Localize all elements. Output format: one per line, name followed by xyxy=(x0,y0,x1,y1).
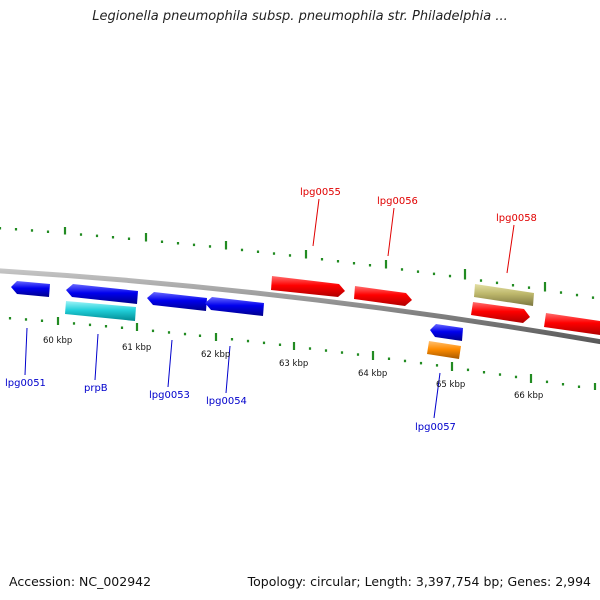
gene-label-lpg0055[interactable]: lpg0055 xyxy=(300,187,341,198)
gene-label-lpg0053[interactable]: lpg0053 xyxy=(149,390,190,401)
gene-label-lpg0051[interactable]: lpg0051 xyxy=(5,378,46,389)
gene-lpg0054[interactable] xyxy=(205,297,264,316)
tick-label-65kbp: 65 kbp xyxy=(436,380,465,390)
gene-label-lpg0058[interactable]: lpg0058 xyxy=(496,213,537,224)
gene-lpg0051[interactable] xyxy=(11,281,50,297)
accession-text: Accession: NC_002942 xyxy=(9,574,152,589)
gene-lpg0057-orange[interactable] xyxy=(427,341,461,359)
gene-label-lpg0057[interactable]: lpg0057 xyxy=(415,422,456,433)
tick-label-66kbp: 66 kbp xyxy=(514,391,543,401)
top-leader-lines xyxy=(312,198,515,274)
bottom-leader-lines xyxy=(24,327,441,419)
gene-label-prpB[interactable]: prpB xyxy=(84,383,108,394)
gene-prpB-rna[interactable] xyxy=(65,301,136,321)
gene-label-lpg0054[interactable]: lpg0054 xyxy=(206,396,247,407)
inner-tick-ruler xyxy=(8,317,597,390)
gene-lpg0053[interactable] xyxy=(147,292,207,311)
map-title: Legionella pneumophila subsp. pneumophil… xyxy=(92,9,508,24)
outer-tick-ruler xyxy=(0,227,595,299)
sequence-backbone xyxy=(0,268,600,345)
tick-label-61kbp: 61 kbp xyxy=(122,343,151,353)
gene-lpg0056[interactable] xyxy=(354,286,412,306)
gene-prpB[interactable] xyxy=(66,284,138,304)
tick-label-62kbp: 62 kbp xyxy=(201,350,230,360)
gene-lpg0058[interactable] xyxy=(471,302,530,323)
tick-label-60kbp: 60 kbp xyxy=(43,336,72,346)
tick-label-63kbp: 63 kbp xyxy=(279,359,308,369)
gene-lpg0058-khaki[interactable] xyxy=(474,284,534,306)
gene-label-lpg0056[interactable]: lpg0056 xyxy=(377,196,418,207)
gene-lpg0055[interactable] xyxy=(271,276,345,297)
gene-lpg0057[interactable] xyxy=(430,324,463,341)
gene-forward-edge[interactable] xyxy=(544,313,600,335)
genome-summary-text: Topology: circular; Length: 3,397,754 bp… xyxy=(247,574,591,589)
tick-label-64kbp: 64 kbp xyxy=(358,369,387,379)
